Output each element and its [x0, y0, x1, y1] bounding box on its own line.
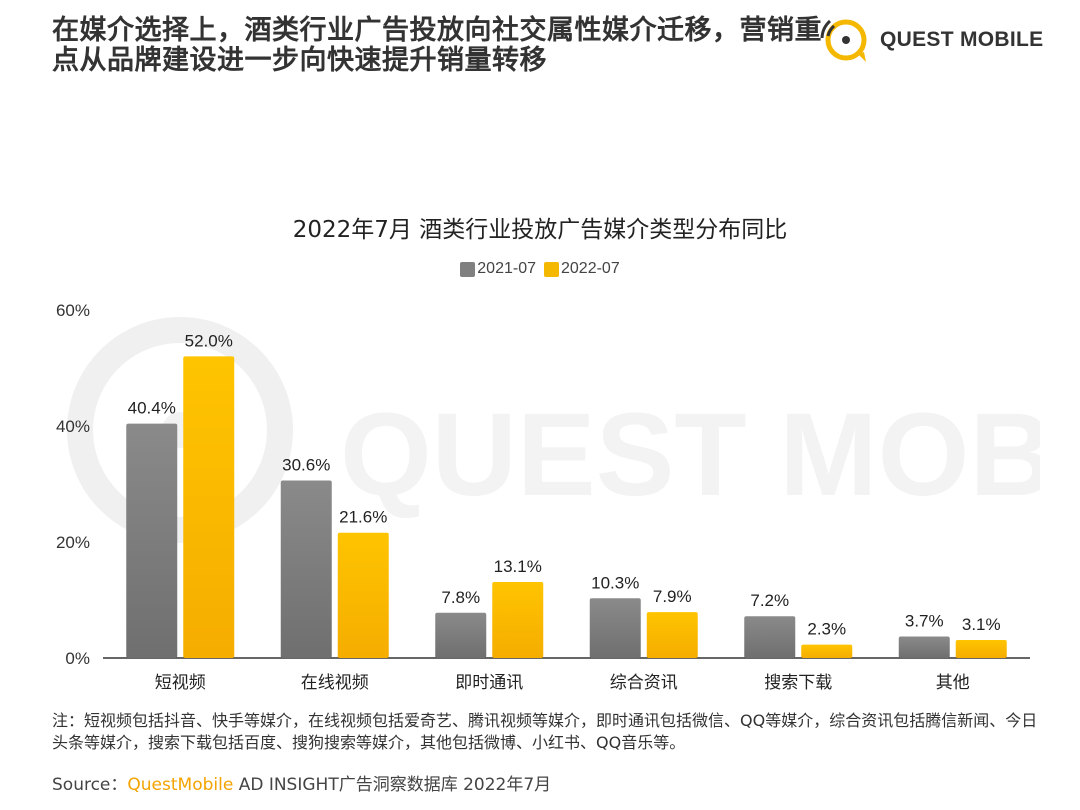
source-line: Source：QuestMobile AD INSIGHT广告洞察数据库 202… — [52, 770, 551, 795]
x-tick-label: 短视频 — [155, 673, 206, 693]
legend-swatch-2022 — [544, 261, 559, 277]
bar-2022-07-其他 — [955, 640, 1007, 658]
bar-2022-07-短视频 — [183, 356, 235, 658]
x-tick-label: 综合资讯 — [610, 673, 678, 693]
data-label: 30.6% — [282, 456, 330, 475]
quest-mobile-logo-icon — [820, 19, 867, 62]
bar-2021-07-在线视频 — [280, 480, 332, 658]
chart-title: 2022年7月 酒类行业投放广告媒介类型分布同比 — [292, 217, 788, 243]
legend-swatch-2021 — [460, 261, 476, 277]
data-label: 21.6% — [339, 508, 387, 527]
y-tick-label: 40% — [56, 417, 90, 436]
bar-2021-07-短视频 — [126, 423, 178, 658]
x-tick-label: 搜索下载 — [764, 673, 832, 693]
x-tick-label: 其他 — [936, 673, 970, 693]
headline-line-1: 在媒介选择上，酒类行业广告投放向社交属性媒介迁移，营销重 — [52, 15, 822, 46]
data-label: 2.3% — [807, 620, 846, 639]
logo-text: QUEST MOBILE — [880, 28, 1044, 51]
data-label: 7.9% — [653, 587, 692, 606]
bar-2021-07-综合资讯 — [589, 598, 641, 658]
legend-label-2021: 2021-07 — [477, 260, 536, 277]
legend-item-2021: 2021-07 — [460, 260, 536, 278]
data-label: 7.8% — [441, 588, 480, 607]
data-label: 3.7% — [905, 612, 944, 631]
data-label: 52.0% — [185, 331, 233, 350]
data-label: 7.2% — [750, 591, 789, 610]
bar-2022-07-综合资讯 — [646, 612, 698, 658]
bar-2021-07-即时通讯 — [435, 612, 487, 658]
chart-legend: 2021-07 2022-07 — [0, 260, 1080, 278]
data-label: 3.1% — [962, 615, 1001, 634]
footnote: 注：短视频包括抖音、快手等媒介，在线视频包括爱奇艺、腾讯视频等媒介，即时通讯包括… — [52, 711, 1038, 752]
y-tick-label: 20% — [56, 533, 90, 552]
bar-2022-07-即时通讯 — [492, 582, 544, 658]
page-headline: 在媒介选择上，酒类行业广告投放向社交属性媒介迁移，营销重 点从品牌建设进一步向快… — [52, 16, 822, 76]
bar-2022-07-搜索下载 — [801, 644, 853, 658]
data-label: 40.4% — [128, 399, 176, 418]
x-tick-label: 在线视频 — [301, 673, 369, 693]
headline-line-2: 点从品牌建设进一步向快速提升销量转移 — [52, 45, 547, 76]
bar-chart: 0% 20% 40% 60% 40.4% 52.0% 短视频 30.6% 21.6% 在线视频 7.… — [56, 301, 1030, 693]
y-tick-label: 60% — [56, 301, 90, 320]
bar-2021-07-其他 — [898, 636, 950, 658]
source-brand: QuestMobile — [127, 775, 234, 795]
bar-2022-07-在线视频 — [337, 532, 389, 658]
legend-label-2022: 2022-07 — [561, 260, 620, 277]
x-tick-label: 即时通讯 — [455, 673, 523, 693]
quest-mobile-logo: QUEST MOBILE — [818, 12, 1043, 68]
data-label: 13.1% — [494, 557, 542, 576]
bar-2021-07-搜索下载 — [744, 616, 796, 658]
source-rest: AD INSIGHT广告洞察数据库 2022年7月 — [233, 775, 552, 795]
legend-item-2022: 2022-07 — [544, 260, 620, 278]
data-label: 10.3% — [591, 573, 639, 592]
y-tick-label: 0% — [65, 649, 90, 668]
source-prefix: Source： — [52, 775, 128, 795]
